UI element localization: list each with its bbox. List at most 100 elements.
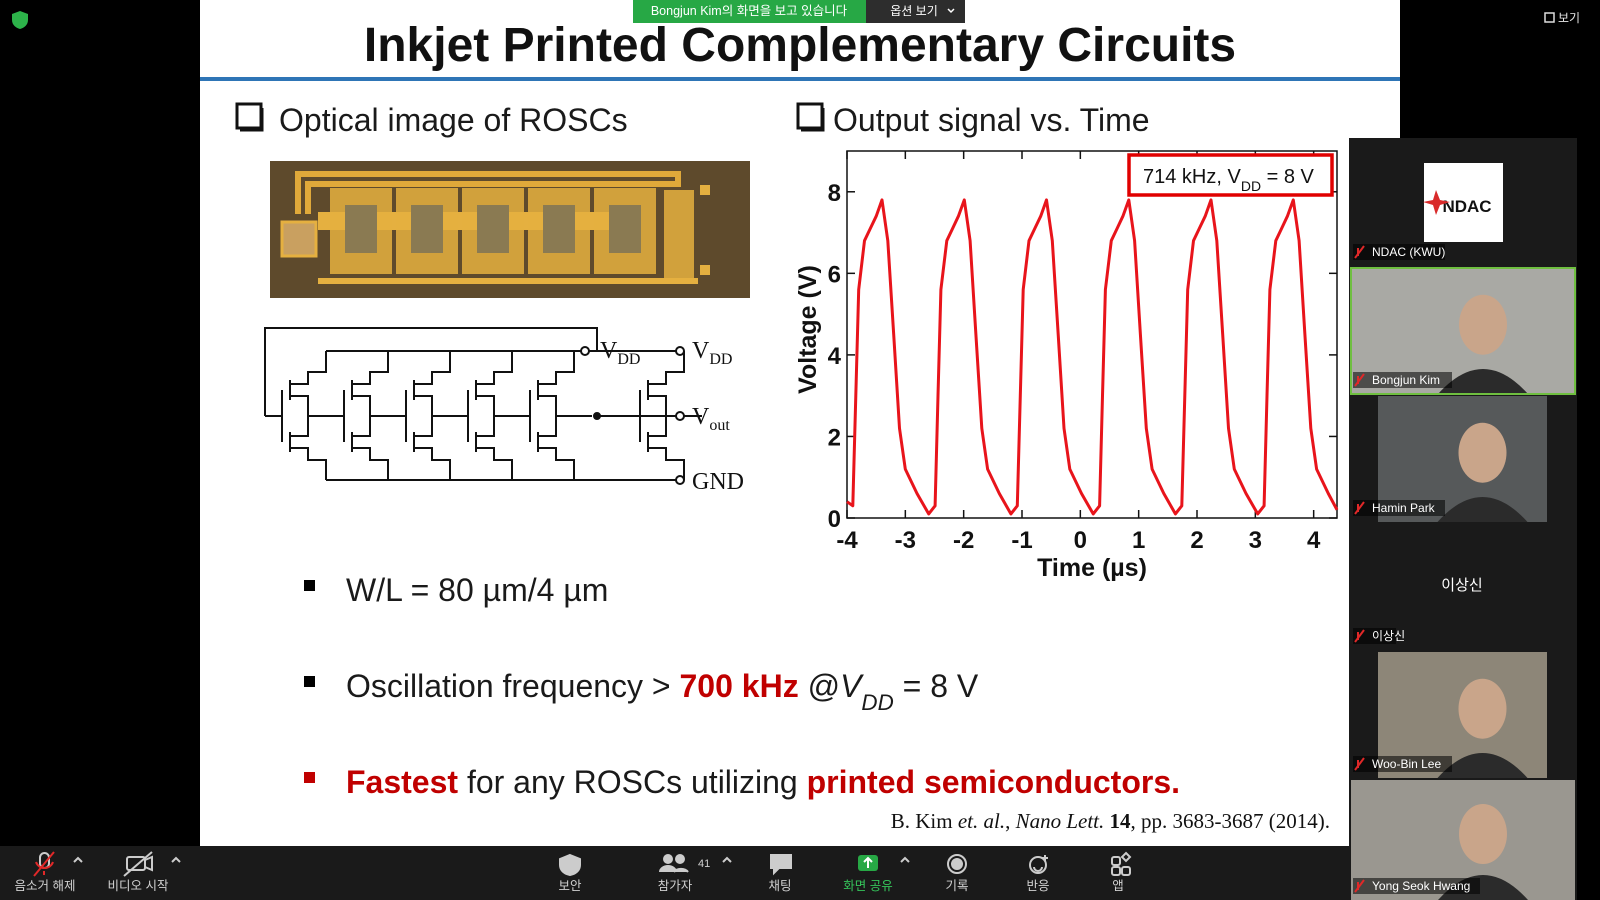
name-tag-bg xyxy=(1353,500,1445,516)
muted-icon xyxy=(1354,629,1365,643)
logo-text: NDAC xyxy=(1442,197,1491,216)
y-tick-label: 0 xyxy=(828,506,841,533)
person-body xyxy=(1438,369,1528,394)
text-segment: , pp. 3683-3687 (2014). xyxy=(1131,809,1330,833)
text-segment: W/L = 80 µm/4 µm xyxy=(346,572,608,608)
x-tick-label: 4 xyxy=(1307,527,1321,554)
text-segment: 14 xyxy=(1110,809,1132,833)
x-tick-label: 2 xyxy=(1190,527,1203,554)
text-segment: printed semiconductors. xyxy=(807,764,1180,800)
logo-star xyxy=(1423,190,1450,215)
participant-name: Woo-Bin Lee xyxy=(1372,757,1441,771)
text-segment: 700 kHz xyxy=(680,668,799,704)
x-tick-label: 1 xyxy=(1132,527,1145,554)
participant-name: 이상신 xyxy=(1372,629,1405,643)
muted-icon xyxy=(1354,879,1365,893)
name-tag-bg xyxy=(1353,372,1452,388)
share-banner xyxy=(633,0,866,23)
section-heading: Optical image of ROSCs xyxy=(279,102,628,138)
annotation-sub: DD xyxy=(1241,178,1261,194)
name-tag-bg xyxy=(1353,878,1480,894)
toolbar-icons xyxy=(33,851,1132,877)
text-segment: @ xyxy=(799,668,840,704)
checkbox-shadow xyxy=(240,108,264,132)
person-head xyxy=(1458,422,1507,483)
text-segment: V xyxy=(840,668,864,704)
name-tag-bg xyxy=(1353,756,1452,772)
video-button[interactable]: 비디오 시작 xyxy=(108,879,169,893)
x-tick-label: -1 xyxy=(1011,527,1032,554)
record-button[interactable]: 기록 xyxy=(945,879,968,893)
x-axis-label: Time (µs) xyxy=(1037,554,1147,582)
options-button-label[interactable]: 옵션 보기 xyxy=(890,4,938,18)
bullet-list: W/L = 80 µm/4 µm Oscillation frequency > … xyxy=(304,572,1180,800)
person-head xyxy=(1458,678,1507,739)
text-segment: = 8 V xyxy=(894,668,979,704)
y-tick-label: 2 xyxy=(828,424,841,451)
annotation-text: 714 kHz, V xyxy=(1143,166,1241,188)
chart: 0 2 4 6 8 -4 -3 -2 -1 0 1 2 3 4 Time (µs) Voltage (V) 71… xyxy=(794,150,1339,582)
security-button[interactable]: 보안 xyxy=(558,879,582,893)
bullet-text: Fastest for any ROSCs utilizing printed … xyxy=(346,764,1180,800)
participant-count: 41 xyxy=(698,858,710,870)
reactions-button[interactable]: 반응 xyxy=(1026,879,1049,893)
circuit-label: GND xyxy=(692,469,744,495)
annotation: 714 kHz, VDD = 8 V xyxy=(1143,166,1315,194)
circuit-label: VDD xyxy=(600,338,640,368)
active-speaker-border xyxy=(1350,267,1576,395)
name-tag-bg xyxy=(1353,244,1445,260)
text-segment: , xyxy=(1005,809,1016,833)
checkbox-shadow xyxy=(801,108,825,132)
slide-title: Inkjet Printed Complementary Circuits xyxy=(364,19,1236,72)
bullet-marker xyxy=(304,580,315,591)
participant-name: Yong Seok Hwang xyxy=(1372,879,1470,893)
bullet-marker xyxy=(304,676,315,687)
text-segment: Oscillation frequency > xyxy=(346,668,680,704)
x-tick-label: 0 xyxy=(1074,527,1087,554)
x-tick-label: -3 xyxy=(895,527,916,554)
chat-button[interactable]: 채팅 xyxy=(768,879,791,893)
slide xyxy=(200,0,1400,846)
participant-name: Hamin Park xyxy=(1372,501,1436,515)
plot-frame xyxy=(846,150,1338,519)
x-tick-label: -4 xyxy=(836,527,858,554)
section-heading: Output signal vs. Time xyxy=(833,102,1150,138)
muted-icon xyxy=(1354,501,1365,515)
bullet-text: W/L = 80 µm/4 µm xyxy=(346,572,608,608)
muted-icon xyxy=(1354,373,1365,387)
x-tick-label: -2 xyxy=(953,527,974,554)
circuit-schematic xyxy=(264,327,703,485)
participants-button[interactable]: 참가자 xyxy=(658,879,693,893)
mute-button[interactable]: 음소거 해제 xyxy=(15,879,76,893)
participant-name: NDAC (KWU) xyxy=(1372,245,1445,259)
circuit-label: Vout xyxy=(692,404,730,434)
x-tick-label: 3 xyxy=(1249,527,1262,554)
text-segment: DD xyxy=(861,690,893,715)
annotation-rest: = 8 V xyxy=(1261,166,1314,188)
y-tick-label: 8 xyxy=(828,180,841,207)
view-button[interactable]: 보기 xyxy=(1558,11,1580,25)
chevron-icon xyxy=(947,8,955,14)
text-segment: B. Kim xyxy=(891,809,958,833)
person-head xyxy=(1459,294,1507,355)
apps-button[interactable]: 앱 xyxy=(1112,879,1124,893)
participant-display-name: 이상신 xyxy=(1441,577,1482,594)
title-rule xyxy=(200,77,1400,81)
bullet-text: Oscillation frequency > 700 kHz @VDD = 8… xyxy=(346,668,979,715)
annotation-box xyxy=(1127,153,1334,197)
options-button[interactable] xyxy=(866,0,965,23)
muted-icon xyxy=(1354,757,1365,771)
share-button[interactable]: 화면 공유 xyxy=(843,879,892,893)
person-body xyxy=(1437,497,1528,522)
text-segment: Nano Lett. xyxy=(1015,809,1105,833)
participant-name: Bongjun Kim xyxy=(1372,373,1440,387)
text-segment: et. al. xyxy=(958,809,1005,833)
text-segment: for any ROSCs utilizing xyxy=(458,764,807,800)
muted-icon xyxy=(1354,245,1365,259)
optical-image xyxy=(270,161,750,298)
data-line xyxy=(846,198,1339,516)
view-icon xyxy=(1544,12,1555,23)
security-shield-icon xyxy=(12,11,28,29)
